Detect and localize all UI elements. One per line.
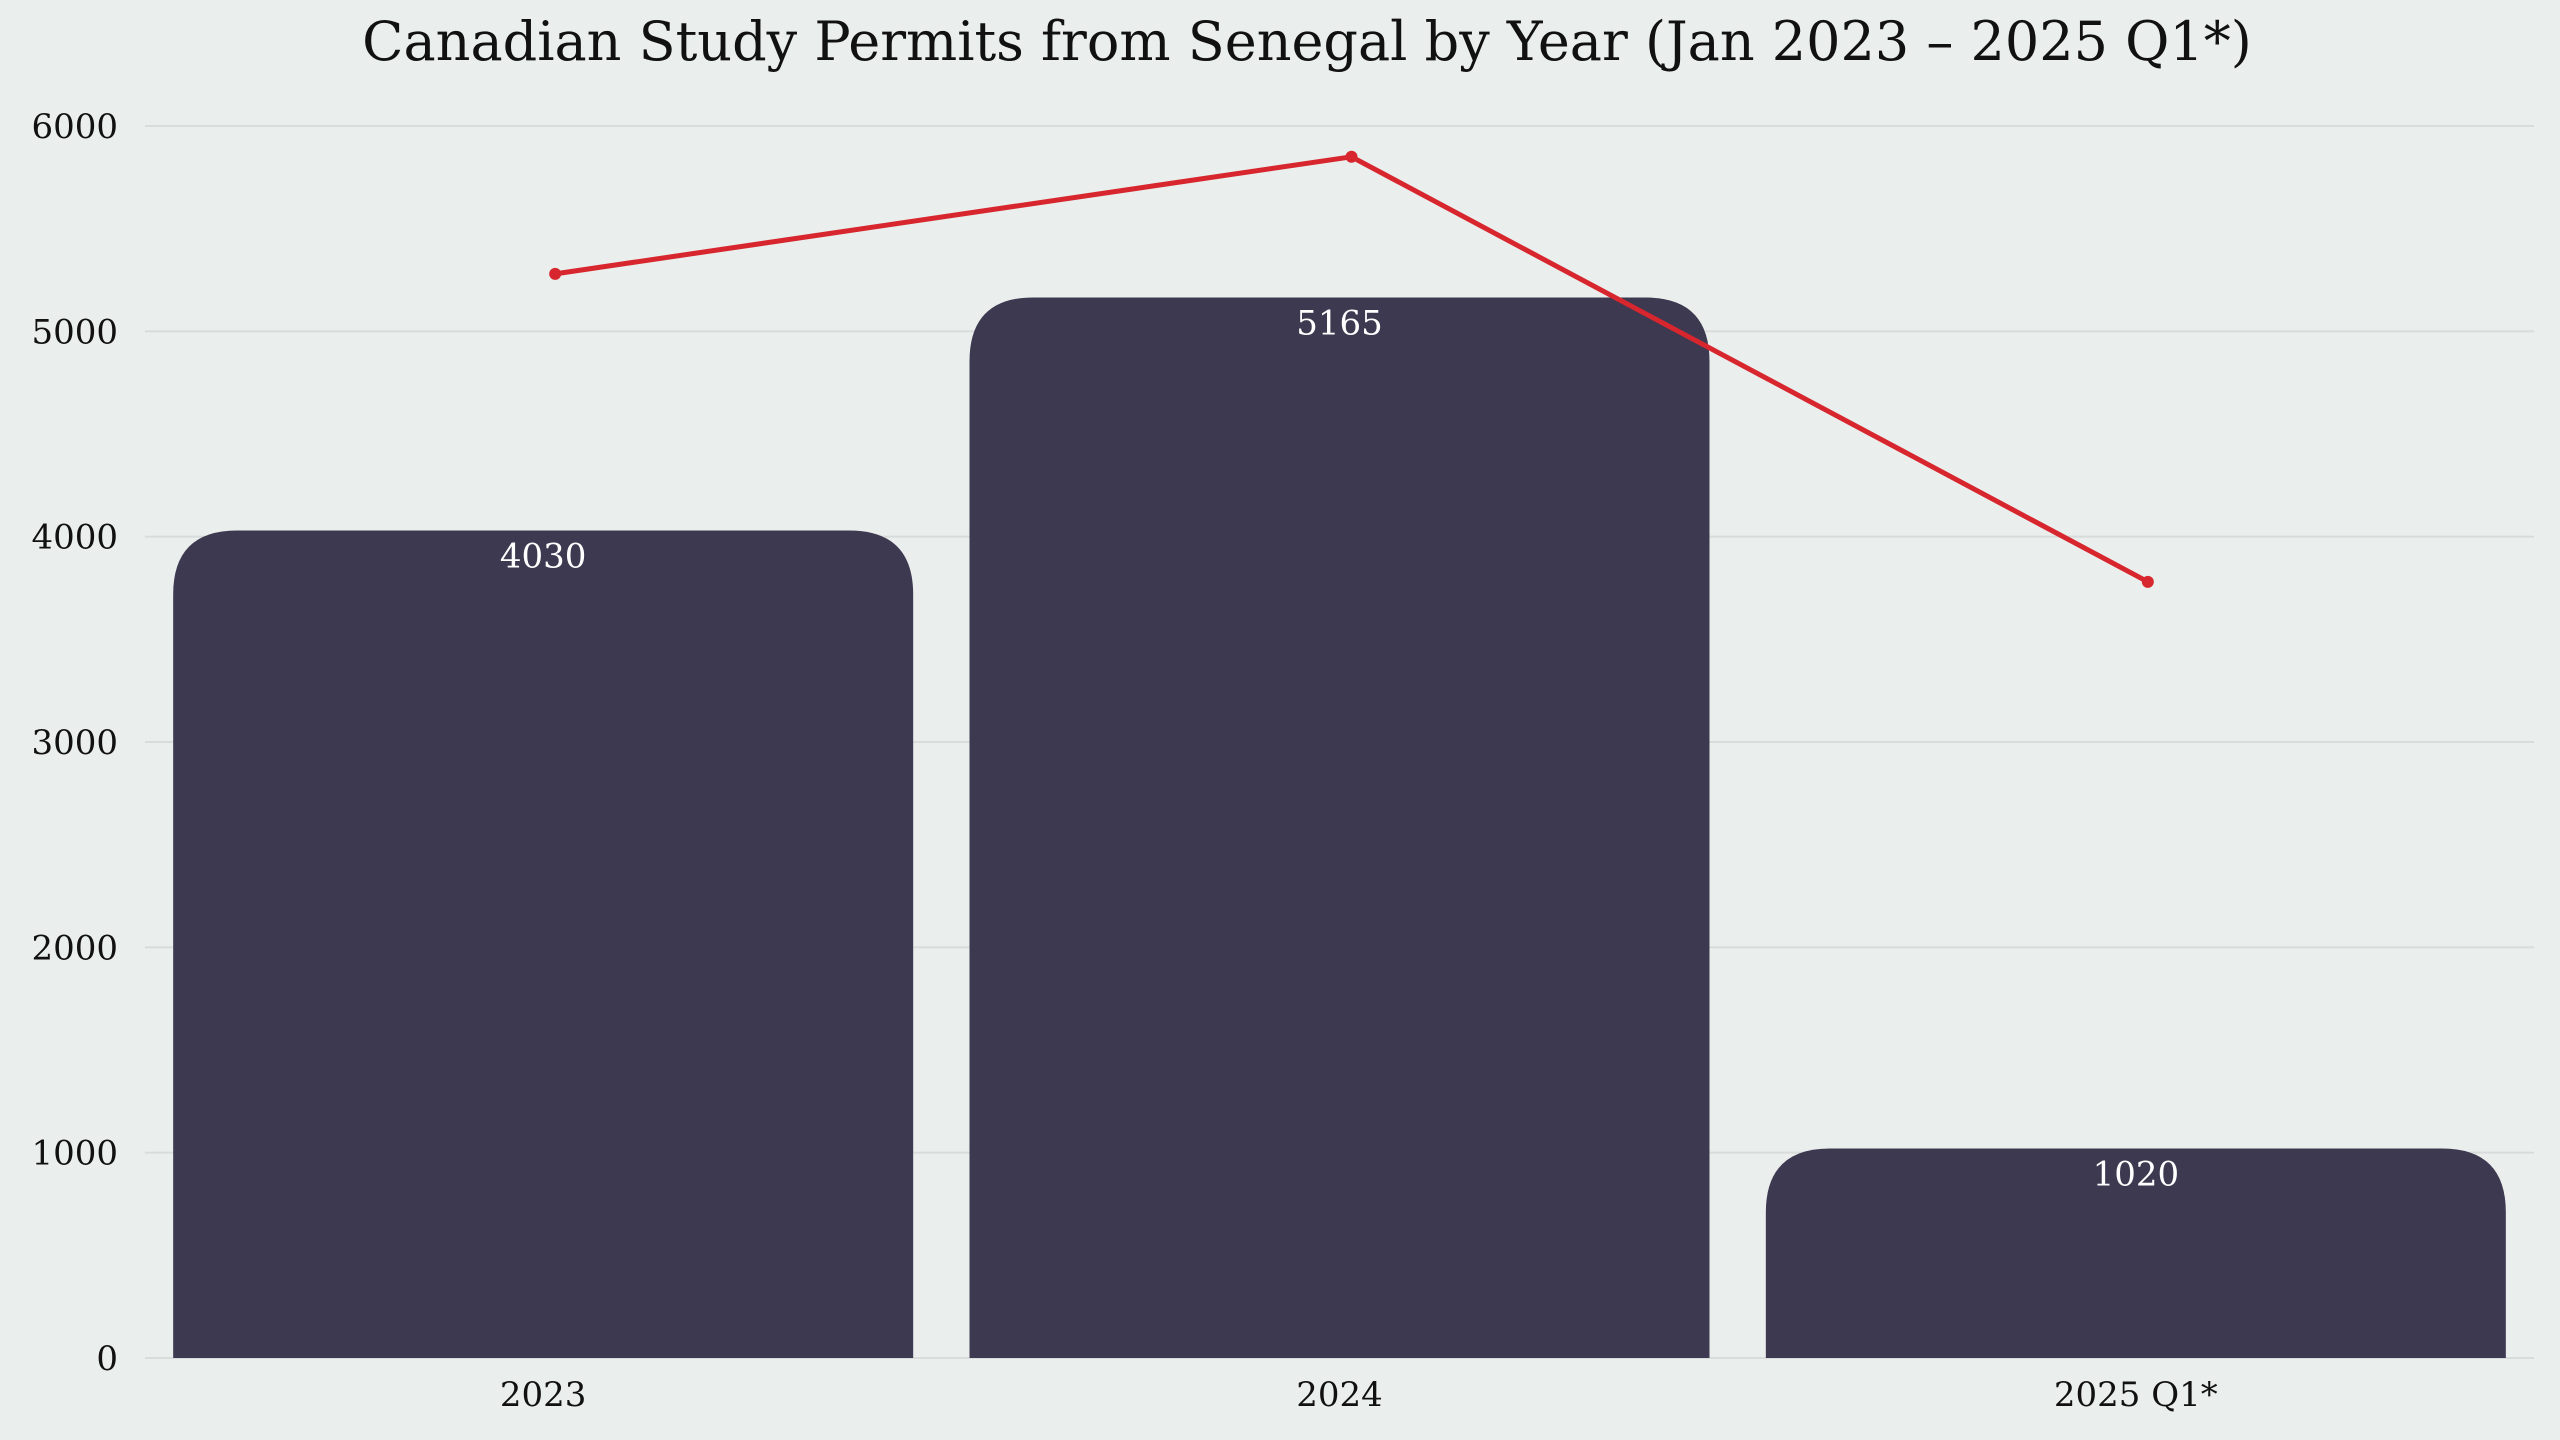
y-tick-label-0: 0	[96, 1339, 118, 1379]
bar-label-2023: 4030	[500, 537, 587, 577]
x-tick-label-2025-q1-: 2025 Q1*	[2054, 1375, 2218, 1415]
bar-2024	[969, 297, 1710, 1358]
line-point-2	[2141, 575, 2154, 588]
x-tick-label-2024: 2024	[1296, 1375, 1383, 1415]
y-tick-label-1000: 1000	[31, 1134, 118, 1174]
y-tick-label-6000: 6000	[31, 107, 118, 147]
bar-2025-q1-	[1765, 1148, 2506, 1358]
bar-2023	[173, 530, 914, 1358]
line-series	[549, 150, 2154, 588]
bar-label-2024: 5165	[1296, 303, 1383, 343]
y-axis-ticks: 0 1000 2000 3000 4000 5000 6000	[31, 107, 118, 1379]
y-tick-label-3000: 3000	[31, 723, 118, 763]
bar-series	[173, 297, 2506, 1358]
bar-data-labels: 4030 5165 1020	[500, 303, 2179, 1194]
chart-title: Canadian Study Permits from Senegal by Y…	[362, 10, 2252, 73]
y-tick-label-2000: 2000	[31, 928, 118, 968]
line-point-1	[1345, 150, 1358, 163]
x-tick-label-2023: 2023	[500, 1375, 587, 1415]
y-tick-label-5000: 5000	[31, 312, 118, 352]
bar-label-2025-q1-: 1020	[2093, 1155, 2180, 1195]
y-tick-label-4000: 4000	[31, 518, 118, 558]
x-axis-ticks: 2023 2024 2025 Q1*	[500, 1375, 2218, 1415]
line-point-0	[549, 267, 562, 280]
